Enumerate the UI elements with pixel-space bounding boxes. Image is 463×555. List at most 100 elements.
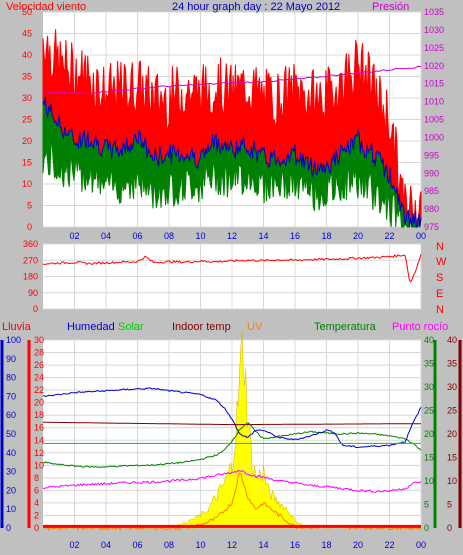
wind-x-tick: 20 [353, 231, 363, 241]
temperature-label: Temperatura [314, 321, 377, 333]
rain-y-tick: 14 [34, 435, 44, 445]
rain-y-tick: 16 [34, 423, 44, 433]
wind-y-tick: 5 [27, 201, 32, 211]
wind-x-axis-labels: 02 04 06 08 10 12 14 16 18 20 22 00 [69, 231, 426, 241]
climate-x-tick: 22 [384, 540, 394, 550]
humidity-y-tick: 80 [6, 373, 16, 383]
climate-x-tick: 10 [195, 540, 205, 550]
temperature-y-tick: 0 [424, 523, 429, 533]
direction-letter-e: E [436, 288, 443, 300]
temperature-y-tick: 35 [424, 359, 434, 369]
humidity-label: Humedad [67, 321, 115, 333]
dewpoint-y-tick: 25 [447, 406, 457, 416]
humidity-y-tick: 20 [6, 485, 16, 495]
climate-x-tick: 02 [69, 540, 79, 550]
climate-x-tick: 18 [321, 540, 331, 550]
direction-y-tick: 360 [23, 239, 38, 249]
rain-y-tick: 28 [34, 348, 44, 358]
direction-y-tick: 180 [23, 272, 38, 282]
wind-x-tick: 14 [258, 231, 268, 241]
direction-series [42, 254, 422, 283]
temperature-y-tick: 30 [424, 382, 434, 392]
dewpoint-y-tick: 20 [447, 429, 457, 439]
series-dewpoint [42, 470, 422, 493]
solar-label: Solar [118, 321, 144, 333]
wind-x-tick: 18 [321, 231, 331, 241]
pressure-y-tick: 990 [424, 168, 439, 178]
rain-y-tick: 24 [34, 373, 44, 383]
rain-label: Lluvia [2, 321, 32, 333]
humidity-y-tick: 70 [6, 391, 16, 401]
humidity-y-tick: 10 [6, 504, 16, 514]
direction-panel: 0 90 180 270 360 N W S E N [23, 239, 447, 316]
direction-y-tick: 0 [33, 304, 38, 314]
dewpoint-y-tick: 10 [447, 476, 457, 486]
climate-x-axis-labels: 02 04 06 08 10 12 14 16 18 20 22 00 [69, 540, 426, 550]
rain-y-tick: 20 [34, 398, 44, 408]
uv-label: UV [247, 321, 263, 333]
pressure-y-tick: 1030 [424, 25, 444, 35]
wind-y-tick: 35 [22, 72, 32, 82]
direction-y-axis-labels: 0 90 180 270 360 [23, 239, 38, 314]
temperature-y-axis-labels: 0 5 10 15 20 25 30 35 40 [424, 335, 434, 533]
humidity-y-tick: 40 [6, 448, 16, 458]
direction-letter-n2: N [436, 304, 444, 316]
pressure-y-tick: 995 [424, 150, 439, 160]
wind-x-tick: 22 [384, 231, 394, 241]
rain-y-tick: 6 [34, 485, 39, 495]
pressure-y-tick: 1025 [424, 43, 444, 53]
rain-y-tick: 26 [34, 360, 44, 370]
dewpoint-y-tick: 0 [447, 523, 452, 533]
dewpoint-y-tick: 40 [447, 335, 457, 345]
dewpoint-y-axis-labels: 0 5 10 15 20 25 30 35 40 [447, 335, 457, 533]
climate-x-tick: 16 [290, 540, 300, 550]
humidity-y-tick: 60 [6, 410, 16, 420]
temperature-y-tick: 40 [424, 335, 434, 345]
dewpoint-label: Punto rocío [392, 321, 448, 333]
wind-speed-label: Velocidad viento [6, 1, 86, 13]
wind-y-tick: 20 [22, 136, 32, 146]
humidity-y-tick: 0 [6, 523, 11, 533]
series-uv [42, 472, 422, 532]
temperature-y-tick: 25 [424, 406, 434, 416]
wind-x-tick: 06 [132, 231, 142, 241]
wind-x-tick: 04 [101, 231, 111, 241]
series-pressure [42, 65, 422, 95]
dewpoint-y-tick: 30 [447, 382, 457, 392]
series-wind-avg [42, 97, 422, 229]
wind-x-tick: 02 [69, 231, 79, 241]
rain-y-tick: 12 [34, 448, 44, 458]
dewpoint-y-tick: 15 [447, 453, 457, 463]
wind-y-tick: 45 [22, 29, 32, 39]
wind-y-axis-labels: 0 5 10 15 20 25 30 35 40 45 50 [22, 7, 32, 232]
wind-y-tick: 40 [22, 50, 32, 60]
direction-letter-n: N [436, 241, 444, 253]
rain-y-tick: 22 [34, 385, 44, 395]
humidity-y-tick: 30 [6, 467, 16, 477]
rain-y-tick: 18 [34, 410, 44, 420]
wind-y-tick: 15 [22, 158, 32, 168]
temperature-y-tick: 20 [424, 429, 434, 439]
series-humidity [43, 387, 422, 449]
wind-x-tick: 12 [227, 231, 237, 241]
climate-series [42, 331, 422, 532]
pressure-y-axis-labels: 975 980 985 990 995 1000 1005 1010 1015 1020 1025 1… [424, 7, 444, 232]
direction-y-tick: 90 [28, 288, 38, 298]
humidity-y-axis-labels: 0 10 20 30 40 50 60 70 80 90 100 [6, 335, 21, 533]
wind-x-tick: 08 [164, 231, 174, 241]
wind-x-tick: 10 [195, 231, 205, 241]
temperature-y-tick: 15 [424, 453, 434, 463]
dewpoint-y-tick: 5 [447, 500, 452, 510]
pressure-y-tick: 1000 [424, 132, 444, 142]
dewpoint-y-tick: 35 [447, 359, 457, 369]
pressure-y-tick: 1035 [424, 7, 444, 17]
climate-x-tick: 14 [258, 540, 268, 550]
wind-y-tick: 50 [22, 7, 32, 17]
series-temperature [42, 421, 422, 468]
rain-y-tick: 0 [34, 523, 39, 533]
pressure-y-tick: 980 [424, 204, 439, 214]
wind-y-tick: 10 [22, 179, 32, 189]
pressure-y-tick: 985 [424, 186, 439, 196]
